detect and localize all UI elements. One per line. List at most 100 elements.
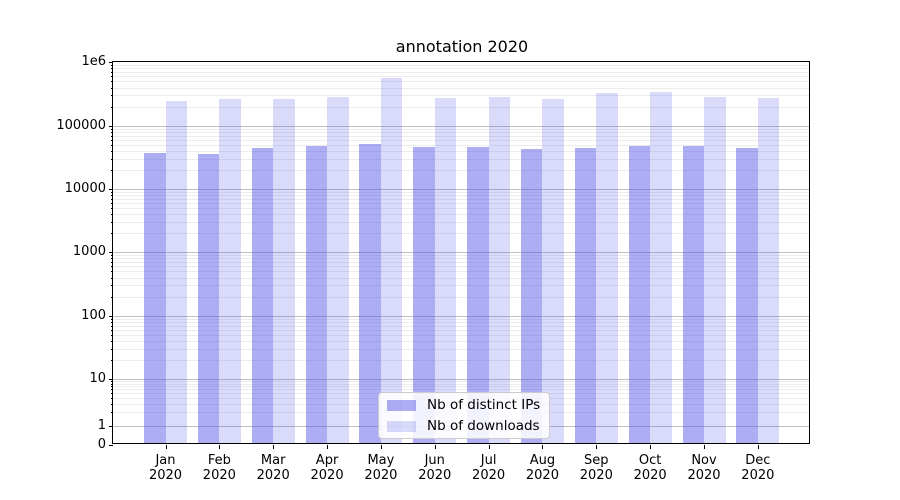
bar-distinct-ips [413, 146, 435, 445]
x-tick-label-year: 2020 [418, 467, 452, 483]
y-minor-tick [110, 321, 113, 323]
x-tick [757, 444, 759, 449]
x-tick-label: Feb 2020 [191, 453, 247, 483]
bar-downloads [380, 78, 403, 445]
x-tick-label-year: 2020 [687, 467, 721, 483]
y-minor-tick [110, 65, 113, 67]
bar-downloads [596, 92, 618, 445]
y-minor-tick [110, 222, 113, 224]
y-minor-tick [110, 203, 113, 205]
y-minor-tick [110, 318, 113, 320]
y-minor-tick [110, 128, 113, 130]
y-tick-label: 100 [81, 307, 106, 323]
y-minor-tick [110, 169, 113, 171]
x-tick-label-year: 2020 [633, 467, 667, 483]
gridline-minor [113, 233, 810, 235]
x-tick [542, 444, 544, 449]
legend-label-downloads: Nb of downloads [427, 418, 540, 434]
y-minor-tick [110, 139, 113, 141]
legend-swatch-distinct-ips [387, 399, 416, 411]
y-tick-label: 10 [89, 371, 106, 386]
gridline-minor [113, 150, 810, 152]
y-minor-tick [110, 348, 113, 350]
bar-downloads [327, 96, 349, 445]
y-minor-tick [110, 106, 113, 108]
gridline-minor [113, 271, 810, 273]
y-minor-tick [110, 135, 113, 137]
gridline-minor [113, 214, 810, 216]
y-minor-tick [110, 411, 113, 413]
gridline-major [113, 379, 810, 380]
y-minor-tick [110, 262, 113, 264]
y-minor-tick [110, 340, 113, 342]
y-minor-tick [110, 329, 113, 331]
gridline-minor [113, 128, 810, 130]
bar-distinct-ips [628, 145, 651, 445]
x-tick [596, 444, 598, 449]
gridline-minor [113, 191, 810, 193]
bar-distinct-ips [736, 147, 758, 445]
y-minor-tick [110, 72, 113, 74]
y-minor-tick [110, 266, 113, 268]
bar-distinct-ips [682, 145, 704, 445]
y-minor-tick [110, 76, 113, 78]
gridline-minor [113, 139, 810, 141]
y-minor-tick [110, 144, 113, 146]
y-minor-tick [110, 87, 113, 89]
x-tick [165, 444, 167, 449]
y-minor-tick [110, 95, 113, 97]
bar-downloads [219, 98, 241, 445]
bar-distinct-ips [251, 148, 274, 445]
y-minor-tick [110, 208, 113, 210]
gridline-minor [113, 277, 810, 279]
y-tick-label: 1e6 [81, 54, 106, 70]
x-tick-label-year: 2020 [202, 467, 236, 483]
y-minor-tick [110, 150, 113, 152]
gridline-major [113, 315, 810, 317]
gridline-minor [113, 208, 810, 210]
bar-distinct-ips [574, 147, 597, 445]
gridline-minor [113, 383, 810, 385]
gridline-minor [113, 262, 810, 264]
y-minor-tick [110, 195, 113, 197]
x-tick-label: Apr 2020 [299, 453, 355, 483]
y-minor-tick [110, 81, 113, 83]
y-tick [108, 189, 113, 190]
y-minor-tick [110, 403, 113, 405]
x-tick-label: Oct 2020 [622, 453, 678, 483]
y-tick [108, 315, 113, 317]
y-tick-label: 1 [97, 418, 106, 433]
x-tick-label: Dec 2020 [730, 453, 786, 483]
bar-distinct-ips [144, 153, 166, 445]
x-tick [219, 444, 221, 449]
gridline-minor [113, 95, 810, 97]
x-tick-label-year: 2020 [525, 467, 559, 483]
x-tick-label: Jul 2020 [461, 453, 517, 483]
x-tick-label: Jun 2020 [407, 453, 463, 483]
y-minor-tick [110, 296, 113, 298]
x-tick [327, 444, 329, 449]
gridline-minor [113, 321, 810, 323]
gridline-minor [113, 68, 810, 70]
gridline-major [113, 252, 810, 254]
legend-label-distinct-ips: Nb of distinct IPs [427, 397, 541, 413]
y-minor-tick [110, 334, 113, 336]
y-minor-tick [110, 325, 113, 327]
gridline-minor [113, 65, 810, 67]
bar-downloads [434, 98, 457, 445]
gridline-minor [113, 340, 810, 342]
gridline-minor [113, 158, 810, 160]
y-tick-label: 10000 [64, 181, 106, 196]
y-tick [108, 252, 113, 254]
x-tick [380, 444, 382, 449]
x-tick-label-year: 2020 [256, 467, 290, 483]
bar-distinct-ips [467, 146, 489, 445]
x-tick-label: Sep 2020 [568, 453, 624, 483]
bar-downloads [488, 97, 511, 445]
y-minor-tick [110, 68, 113, 70]
y-tick-label: 0 [97, 436, 106, 452]
gridline-minor [113, 72, 810, 74]
gridline-minor [113, 81, 810, 83]
y-minor-tick [110, 381, 113, 383]
y-minor-tick [110, 386, 113, 388]
